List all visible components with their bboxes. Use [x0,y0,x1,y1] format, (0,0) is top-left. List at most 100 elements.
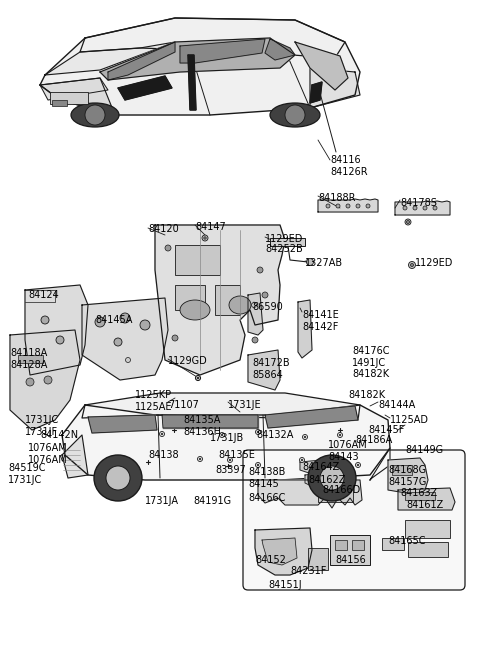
Circle shape [403,206,407,210]
Text: 1076AM: 1076AM [328,440,368,450]
Circle shape [407,221,409,223]
Polygon shape [262,538,297,565]
Bar [175,285,205,310]
Polygon shape [310,68,360,108]
Polygon shape [155,225,285,375]
Polygon shape [118,76,172,100]
Circle shape [408,261,416,269]
Bar [330,535,370,565]
Text: 1125AD: 1125AD [390,415,429,425]
Circle shape [197,377,199,379]
Circle shape [257,464,259,466]
Circle shape [356,204,360,208]
Text: 84163Z: 84163Z [400,488,437,498]
Circle shape [252,303,256,307]
Circle shape [307,259,313,265]
Text: 83397: 83397 [215,465,246,475]
Polygon shape [398,488,455,510]
Text: 1731JA: 1731JA [145,496,179,506]
Text: 84145F: 84145F [368,425,404,435]
Text: 84162Z: 84162Z [308,475,346,485]
Text: 84182K: 84182K [348,390,385,400]
Polygon shape [310,82,322,103]
Text: 84135E: 84135E [218,450,255,460]
Circle shape [262,292,268,298]
Circle shape [125,358,131,362]
Bar [18,355,43,363]
Circle shape [326,204,330,208]
Circle shape [85,105,105,125]
Text: 84156: 84156 [335,555,366,565]
Bar [308,548,328,570]
Polygon shape [108,42,175,80]
Circle shape [161,433,163,435]
Circle shape [255,430,261,434]
Polygon shape [305,472,332,490]
Polygon shape [82,298,168,380]
Ellipse shape [180,300,210,320]
Polygon shape [180,39,265,63]
Text: 84138B
84145: 84138B 84145 [248,467,286,489]
Text: 84161Z: 84161Z [406,500,443,510]
Polygon shape [265,39,295,60]
Text: 84132A: 84132A [256,430,293,440]
Text: 84166D: 84166D [322,485,360,495]
Circle shape [413,206,417,210]
Circle shape [252,337,258,343]
Circle shape [199,458,201,460]
Text: 84116
84126R: 84116 84126R [330,155,368,177]
Circle shape [95,317,105,327]
Polygon shape [298,300,312,358]
Polygon shape [388,458,428,495]
Polygon shape [10,330,80,430]
Circle shape [339,434,341,436]
Bar [405,520,450,538]
Bar [352,540,364,550]
Text: 84186A: 84186A [355,435,392,445]
Polygon shape [62,435,88,478]
Polygon shape [258,480,362,508]
Circle shape [204,237,206,239]
Text: 84191G: 84191G [193,496,231,506]
Circle shape [255,462,261,468]
Text: 1076AM
1076AM: 1076AM 1076AM [28,443,68,464]
Polygon shape [88,415,157,433]
Bar [405,492,435,500]
Polygon shape [80,18,345,58]
Text: 84124: 84124 [28,290,59,300]
Polygon shape [370,448,390,480]
Circle shape [336,204,340,208]
Circle shape [433,206,437,210]
Ellipse shape [229,296,251,314]
Polygon shape [248,350,280,390]
Polygon shape [395,201,450,215]
Polygon shape [318,199,378,212]
Text: 84165C: 84165C [388,536,425,546]
Text: 84231F: 84231F [290,566,326,576]
Circle shape [257,431,259,433]
Text: 84252B: 84252B [265,244,303,254]
Circle shape [304,436,306,438]
Circle shape [197,457,203,462]
Text: 84149G: 84149G [405,445,443,455]
Circle shape [356,462,360,468]
Polygon shape [162,415,258,428]
Text: 1129GD: 1129GD [168,356,208,366]
Text: 84120: 84120 [148,224,179,234]
Polygon shape [25,285,88,375]
Circle shape [56,336,64,344]
Circle shape [195,375,201,381]
Text: 1327AB: 1327AB [305,258,343,268]
Circle shape [219,432,225,438]
Polygon shape [40,78,108,100]
Polygon shape [62,405,390,480]
Bar [52,100,67,106]
Polygon shape [255,528,312,575]
Circle shape [140,320,150,330]
Circle shape [44,376,52,384]
Text: 1125KP
1125AE: 1125KP 1125AE [135,390,172,411]
Circle shape [337,432,343,438]
Polygon shape [265,406,358,428]
Text: 84168G
84157G: 84168G 84157G [388,465,426,487]
Text: 84178S: 84178S [400,198,437,208]
